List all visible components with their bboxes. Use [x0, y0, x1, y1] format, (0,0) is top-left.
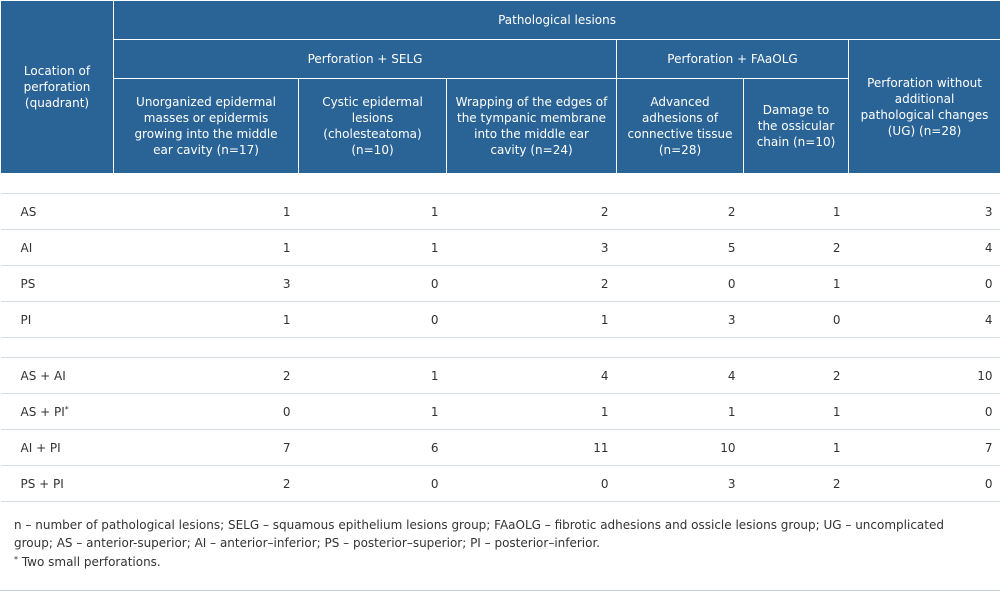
location-label: PI	[20, 312, 32, 327]
location-header: Location of perforation (quadrant)	[0, 0, 114, 174]
table-row: PS + PI 2 0 0 3 2 0	[0, 465, 1000, 502]
value-cell: 1	[113, 301, 299, 338]
location-cell: PS	[0, 265, 114, 302]
value-cell: 3	[616, 301, 744, 338]
location-label: AS + PI	[20, 404, 65, 419]
location-label: AI + PI	[20, 440, 61, 455]
table-body: AS 1 1 2 2 1 3 AI 1 1 3 5 2 4 PS 3 0 2 0 1 0 PI 1 0 1 3 0 4 AS + AI 2…	[0, 173, 1000, 502]
value-cell: 2	[446, 265, 617, 302]
ug-group-header: Perforation without additional pathologi…	[847, 39, 1000, 174]
value-cell: 1	[298, 193, 447, 230]
value-cell: 2	[616, 193, 744, 230]
value-cell: 1	[446, 301, 617, 338]
value-cell: 0	[848, 265, 1000, 302]
location-label: PS + PI	[20, 476, 64, 491]
faaolg-group-header: Perforation + FAaOLG	[616, 39, 849, 79]
location-cell: AS	[0, 193, 114, 230]
table-row: AS + PI* 0 1 1 1 1 0	[0, 393, 1000, 430]
value-cell: 10	[616, 429, 744, 466]
value-cell: 3	[616, 465, 744, 502]
col-header-ossicular: Damage to the ossicular chain (n=10)	[743, 78, 849, 174]
value-cell: 1	[616, 393, 744, 430]
value-cell: 0	[743, 301, 849, 338]
value-cell: 2	[446, 193, 617, 230]
value-cell: 1	[298, 229, 447, 266]
col-header-wrapping: Wrapping of the edges of the tympanic me…	[446, 78, 617, 174]
value-cell: 5	[616, 229, 744, 266]
value-cell: 0	[298, 265, 447, 302]
value-cell: 6	[298, 429, 447, 466]
value-cell: 1	[298, 393, 447, 430]
value-cell: 1	[113, 193, 299, 230]
value-cell: 0	[848, 393, 1000, 430]
table-row: AS + AI 2 1 4 4 2 10	[0, 357, 1000, 394]
location-label: AI	[20, 240, 33, 255]
value-cell: 0	[298, 465, 447, 502]
table-row: PS 3 0 2 0 1 0	[0, 265, 1000, 302]
value-cell: 1	[298, 357, 447, 394]
value-cell: 0	[446, 465, 617, 502]
table-row: AI 1 1 3 5 2 4	[0, 229, 1000, 266]
location-label: AS	[20, 204, 37, 219]
table-row: AI + PI 7 6 11 10 1 7	[0, 429, 1000, 466]
table-row: PI 1 0 1 3 0 4	[0, 301, 1000, 338]
value-cell: 7	[848, 429, 1000, 466]
value-cell: 0	[616, 265, 744, 302]
col-header-cystic: Cystic epidermal lesions (cholesteatoma)…	[298, 78, 447, 174]
pathological-lesions-header: Pathological lesions	[112, 0, 1000, 40]
spacer-row	[0, 173, 1000, 194]
value-cell: 1	[446, 393, 617, 430]
bottom-rule	[0, 590, 1000, 591]
value-cell: 4	[848, 229, 1000, 266]
col-header-unorganized: Unorganized epidermal masses or epidermi…	[113, 78, 299, 174]
value-cell: 0	[298, 301, 447, 338]
abbreviations-note: n – number of pathological lesions; SELG…	[14, 518, 944, 550]
location-cell: AI	[0, 229, 114, 266]
value-cell: 3	[113, 265, 299, 302]
spacer-row	[0, 337, 1000, 358]
selg-group-header: Perforation + SELG	[113, 39, 617, 79]
location-label: PS	[20, 276, 36, 291]
value-cell: 2	[743, 229, 849, 266]
star-marker: *	[14, 555, 18, 564]
value-cell: 4	[848, 301, 1000, 338]
value-cell: 2	[113, 357, 299, 394]
star-note: * Two small perforations.	[14, 553, 977, 571]
value-cell: 2	[743, 357, 849, 394]
pathological-lesions-table: Location of perforation (quadrant) Patho…	[0, 0, 1000, 502]
location-cell: AI + PI	[0, 429, 114, 466]
location-cell: AS + PI*	[0, 393, 114, 430]
value-cell: 0	[848, 465, 1000, 502]
value-cell: 4	[616, 357, 744, 394]
value-cell: 3	[446, 229, 617, 266]
value-cell: 3	[848, 193, 1000, 230]
value-cell: 7	[113, 429, 299, 466]
location-label: AS + AI	[20, 368, 66, 383]
footnotes: n – number of pathological lesions; SELG…	[0, 502, 985, 571]
value-cell: 10	[848, 357, 1000, 394]
value-cell: 2	[743, 465, 849, 502]
value-cell: 1	[743, 193, 849, 230]
value-cell: 1	[113, 229, 299, 266]
value-cell: 1	[743, 429, 849, 466]
footnote-marker: *	[64, 404, 69, 414]
value-cell: 1	[743, 265, 849, 302]
value-cell: 2	[113, 465, 299, 502]
value-cell: 1	[743, 393, 849, 430]
location-cell: PS + PI	[0, 465, 114, 502]
value-cell: 11	[446, 429, 617, 466]
star-note-text: Two small perforations.	[18, 555, 161, 569]
value-cell: 4	[446, 357, 617, 394]
location-cell: AS + AI	[0, 357, 114, 394]
col-header-adhesions: Advanced adhesions of connective tissue …	[616, 78, 744, 174]
location-cell: PI	[0, 301, 114, 338]
table-row: AS 1 1 2 2 1 3	[0, 193, 1000, 230]
value-cell: 0	[113, 393, 299, 430]
